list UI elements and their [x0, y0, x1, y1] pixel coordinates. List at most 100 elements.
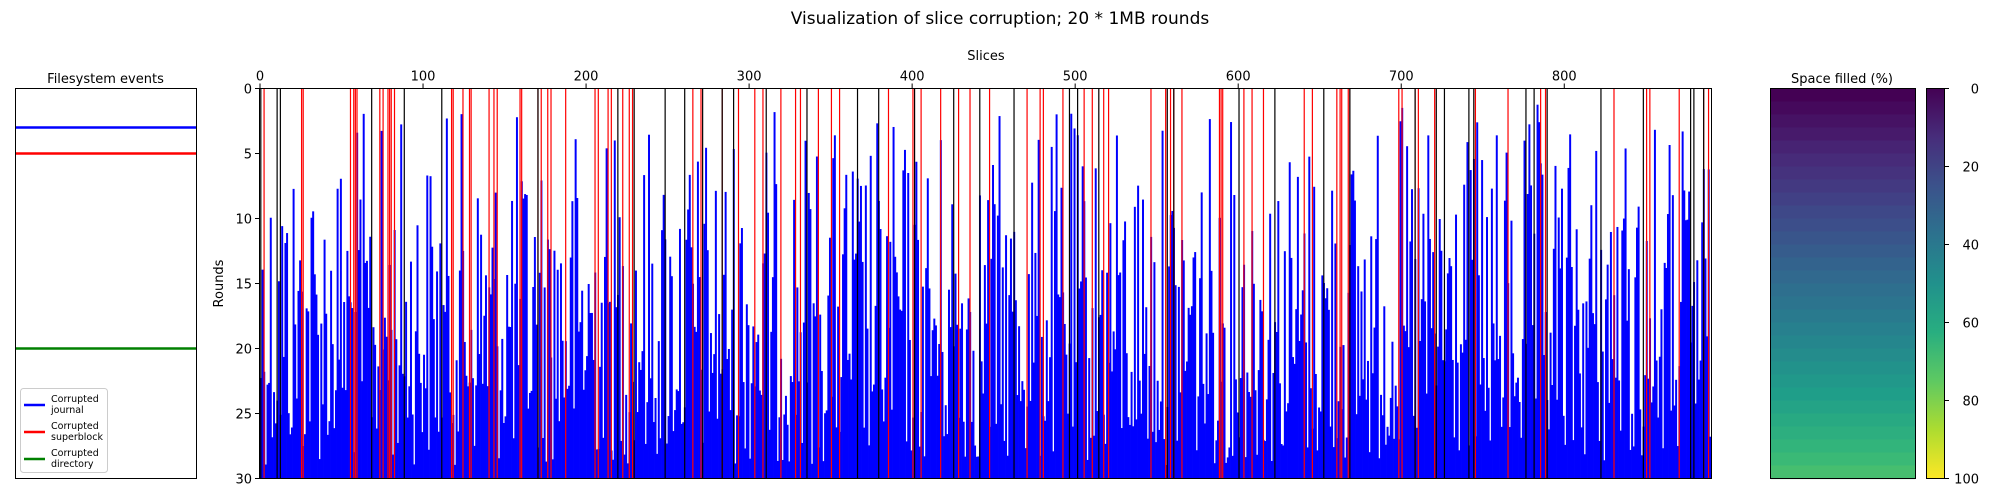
slice-bar — [581, 290, 584, 479]
slice-bar — [1215, 440, 1218, 479]
slice-bar — [1109, 223, 1112, 479]
slice-bar — [1490, 188, 1493, 479]
slice-bar — [1210, 270, 1213, 479]
slice-bar — [1650, 402, 1653, 479]
slice-bar — [261, 269, 264, 479]
slice-bar — [812, 303, 815, 479]
slice-bar — [1652, 386, 1655, 479]
slice-bar — [361, 381, 364, 479]
slice-bar — [1461, 352, 1464, 479]
slice-bar — [1582, 303, 1585, 479]
slice-bar — [1512, 353, 1515, 479]
slice-bar — [587, 283, 590, 479]
slice-bar — [1619, 430, 1622, 479]
slice-bar — [1561, 188, 1563, 479]
slice-bar — [408, 386, 411, 479]
slice-bar — [357, 250, 360, 479]
slice-bar — [771, 277, 774, 479]
x-tick-label: 0 — [256, 70, 264, 85]
slice-bar — [845, 174, 848, 479]
slice-bar — [1639, 409, 1642, 479]
slice-bar — [1128, 424, 1131, 479]
slice-bar — [613, 140, 616, 479]
slice-bar — [436, 271, 439, 479]
space-cell — [1771, 114, 1915, 129]
slice-bar — [630, 323, 633, 479]
slice-bar — [318, 459, 321, 479]
slice-bar — [1275, 331, 1278, 479]
slice-bar — [1288, 162, 1291, 479]
slice-bar — [903, 149, 906, 479]
slice-bar — [299, 260, 302, 479]
slice-bar — [1381, 415, 1384, 479]
slice-bar — [1202, 383, 1205, 479]
slice-bar — [793, 199, 796, 479]
slice-bar — [612, 459, 615, 479]
slice-bar — [608, 301, 611, 479]
slice-bar — [1479, 384, 1482, 479]
slice-bar — [1324, 298, 1327, 479]
slice-bar — [879, 229, 882, 479]
slice-bar — [1605, 299, 1608, 479]
slice-bar — [1476, 122, 1479, 479]
slice-bar — [749, 458, 752, 479]
slice-bar — [321, 404, 324, 479]
slice-bar — [1022, 389, 1025, 479]
slice-bar — [1365, 399, 1368, 479]
slice-bar — [851, 171, 854, 479]
slice-bar — [1688, 191, 1691, 479]
slice-bar — [1489, 440, 1492, 479]
slice-bar — [1053, 211, 1056, 479]
slice-bar — [553, 250, 556, 479]
slice-bar — [983, 265, 986, 479]
slice-bar — [820, 371, 823, 479]
slice-bar — [1241, 287, 1244, 479]
slice-bar — [974, 445, 977, 479]
slice-bar — [736, 415, 739, 479]
slice-bar — [833, 135, 836, 479]
slice-bar — [1158, 429, 1161, 479]
slice-bar — [1609, 231, 1612, 479]
events-lines — [16, 126, 196, 350]
slice-bar — [1313, 186, 1316, 479]
slice-bar — [483, 315, 486, 479]
slice-bar — [980, 361, 983, 479]
slice-bar — [723, 274, 725, 479]
slice-bar — [1662, 448, 1665, 479]
slice-bar — [1003, 440, 1006, 479]
slice-bar — [1494, 360, 1497, 479]
slice-bar — [789, 376, 792, 479]
slice-bar — [1663, 262, 1666, 479]
slice-bar — [1287, 403, 1290, 479]
slice-bar — [1383, 306, 1386, 479]
slice-bar — [1631, 413, 1634, 479]
slice-bar — [1680, 301, 1683, 479]
slice-bar — [993, 204, 996, 479]
space-cell — [1771, 244, 1915, 259]
slice-bar — [326, 434, 329, 479]
slice-bar — [1691, 305, 1694, 479]
slice-bar — [475, 385, 478, 479]
slice-bar — [551, 459, 554, 479]
slice-bar — [1305, 342, 1308, 479]
slice-bar — [886, 236, 889, 479]
slice-bar — [1132, 426, 1135, 479]
colorbar — [1926, 88, 1944, 479]
slice-bar — [577, 331, 580, 479]
slice-bar — [1350, 174, 1353, 479]
slice-bar — [828, 237, 831, 479]
slice-bar — [486, 386, 489, 479]
events-panel: Filesystem events CorruptedjournalCorrup… — [15, 72, 197, 479]
slice-bar — [685, 239, 688, 479]
slice-bar — [478, 354, 481, 479]
slice-bar — [1673, 405, 1676, 479]
slice-bar — [747, 325, 750, 479]
slice-bar — [427, 449, 430, 479]
slice-bar — [471, 378, 474, 479]
slice-bar — [1541, 174, 1544, 479]
slice-bar — [675, 389, 678, 479]
slice-bar — [731, 309, 734, 479]
slice-bar — [431, 246, 434, 479]
slice-bar — [476, 198, 479, 479]
slice-bar — [641, 351, 644, 479]
